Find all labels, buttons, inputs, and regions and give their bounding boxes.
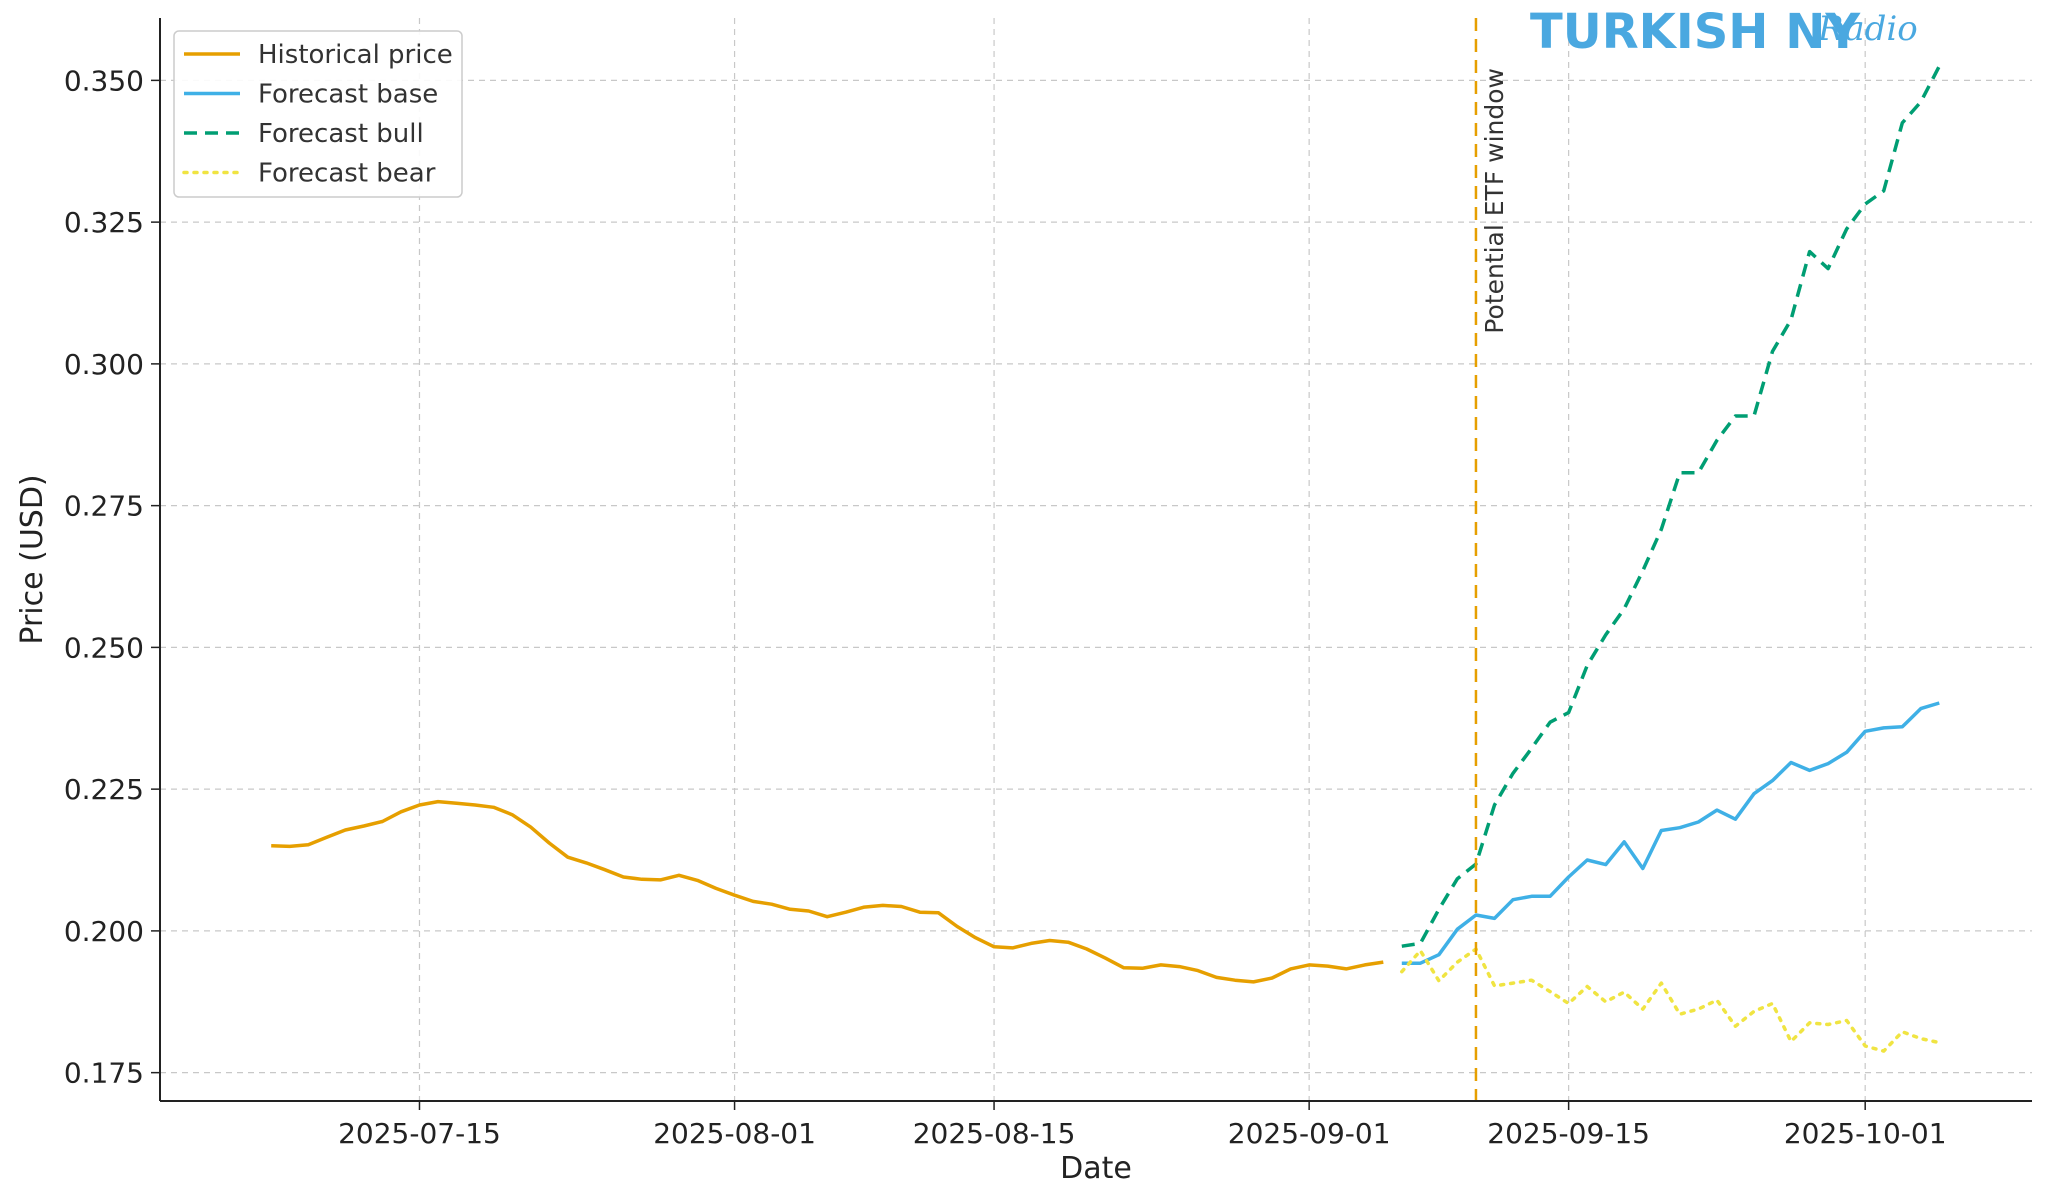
y-tick-label: 0.225 [64,773,144,806]
x-axis-ticks: 2025-07-15 2025-08-01 2025-08-15 2025-09-01… [338,1101,1947,1150]
legend-box [173,30,463,198]
etf-window-label: Potential ETF window [1480,68,1509,334]
y-tick-label: 0.300 [64,348,144,381]
legend-label: Forecast base [258,80,438,110]
x-tick-label: 2025-08-01 [653,1117,816,1150]
x-tick-label: 2025-08-15 [913,1117,1076,1150]
y-axis-title: Price (USD) [15,474,50,644]
series-line-forecast-base [1401,701,1940,965]
y-tick-label: 0.175 [64,1057,144,1090]
legend-label: Forecast bull [258,119,424,149]
y-tick-label: 0.250 [64,631,144,664]
x-tick-label: 2025-09-01 [1228,1117,1391,1150]
x-tick-label: 2025-09-15 [1487,1117,1650,1150]
x-tick-label: 2025-07-15 [338,1117,501,1150]
series-layer [271,65,1942,1053]
axes [159,18,2032,1102]
series-line-forecast-bull [1401,65,1941,948]
grid-lines [160,18,2032,1101]
x-tick-label: 2025-10-01 [1784,1117,1947,1150]
y-axis-ticks: 0.175 0.200 0.225 0.250 0.275 0.300 0.325 0.350 [64,64,160,1090]
annotation-layer: Potential ETF window [1474,18,1509,1101]
series-line-forecast-bear [1400,947,1942,1053]
watermark-script-text: Radio [1817,9,1918,49]
y-tick-label: 0.350 [64,64,144,97]
y-tick-label: 0.275 [64,490,144,523]
legend-label: Forecast bear [258,159,436,189]
series-line-historical-price [271,799,1384,984]
legend-label: Historical price [258,40,453,70]
y-tick-label: 0.325 [64,206,144,239]
watermark-main-text: TURKISH NY [1530,4,1861,60]
x-axis-title: Date [1060,1151,1132,1186]
legend: Historical price Forecast base Forecast bu… [173,30,463,198]
watermark-logo: TURKISH NY Radio [1530,4,1918,60]
y-tick-label: 0.200 [64,915,144,948]
